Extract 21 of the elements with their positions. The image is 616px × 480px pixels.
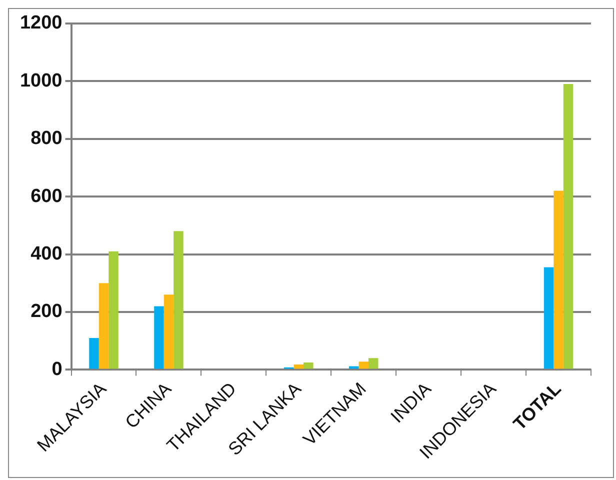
bar [174, 231, 184, 369]
bar [294, 364, 304, 369]
bar [368, 358, 378, 369]
y-tick-label: 1000 [20, 70, 62, 92]
bar [544, 267, 554, 369]
bar [304, 362, 314, 369]
bar [349, 366, 359, 369]
y-tick-label: 800 [30, 128, 62, 150]
bar [98, 283, 109, 369]
bar [154, 306, 164, 369]
y-tick-label: 400 [30, 244, 62, 265]
bar [164, 294, 174, 369]
y-tick-label: 0 [52, 358, 62, 380]
bar [108, 251, 118, 369]
bar [89, 338, 99, 369]
y-tick-label: 1200 [20, 12, 62, 34]
bar [358, 362, 368, 369]
y-tick-label: 200 [30, 301, 62, 322]
bar [554, 190, 564, 369]
y-tick-label: 600 [30, 186, 62, 207]
bar [563, 84, 574, 369]
